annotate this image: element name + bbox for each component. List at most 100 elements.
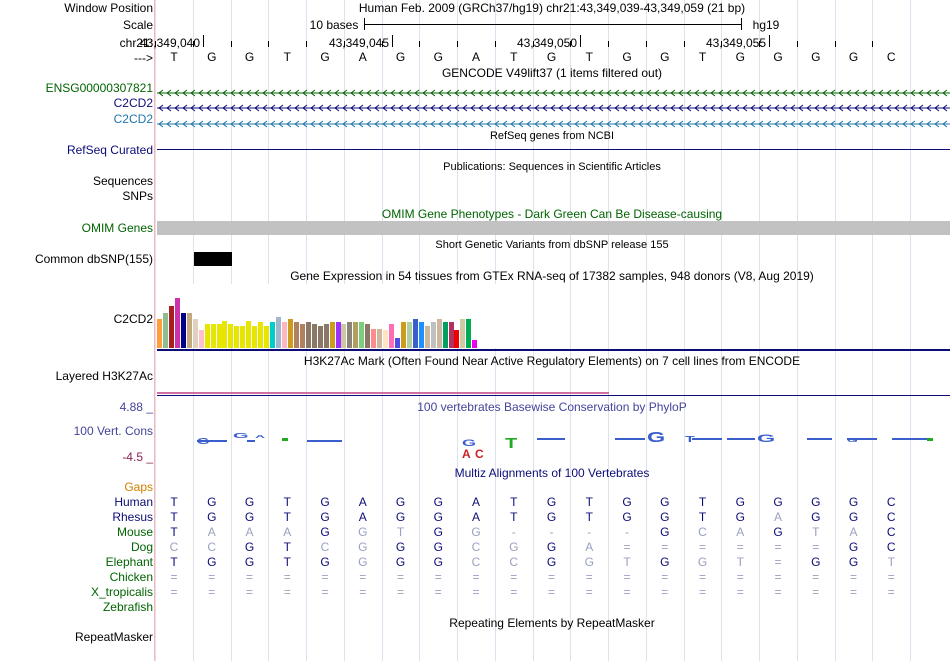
species-label[interactable]: Chicken [109,570,153,584]
gtex-tissue-bar[interactable] [365,324,370,348]
grid-line [684,0,685,661]
gtex-tissue-bar[interactable] [258,322,263,348]
gtex-tissue-bar[interactable] [454,330,459,348]
gencode-gene-arrows[interactable] [157,84,950,97]
species-label[interactable]: Rhesus [112,510,153,524]
gtex-tissue-bar[interactable] [353,322,358,348]
gtex-tissue-bar[interactable] [318,326,323,348]
gtex-tissue-bar[interactable] [359,322,364,348]
gtex-tissue-bar[interactable] [163,313,168,348]
gtex-tissue-bar[interactable] [181,313,186,348]
cons-track-label[interactable]: 100 Vert. Cons [73,424,153,438]
sequence-base: T [510,50,518,64]
refseq-curated-label[interactable]: RefSeq Curated [66,143,153,157]
gtex-tissue-bar[interactable] [270,322,275,348]
gtex-tissue-bar[interactable] [252,326,257,348]
coordinate-label: 43,349,050 [516,36,577,50]
gtex-tissue-bar[interactable] [371,329,376,348]
gtex-tissue-bar[interactable] [199,330,204,348]
gtex-tissue-bar[interactable] [383,330,388,348]
gtex-tissue-bar[interactable] [413,319,418,348]
gtex-tissue-bar[interactable] [234,326,239,348]
gtex-track-title: Gene Expression in 54 tissues from GTEx … [290,269,814,283]
omim-gene-bar[interactable] [157,221,950,235]
omim-genes-label[interactable]: OMIM Genes [81,221,153,235]
c2cd2-transcript-arrows-2[interactable] [157,115,950,128]
c2cd2-transcript-label-1[interactable]: C2CD2 [113,96,153,110]
alignment-base: T [510,510,518,524]
species-label[interactable]: Elephant [105,555,153,569]
alignment-base: = [283,570,291,584]
gtex-tissue-bar[interactable] [389,324,394,348]
gtex-tissue-bar[interactable] [205,324,210,348]
gtex-tissue-bar[interactable] [169,306,174,348]
alignment-base: G [509,540,519,554]
alignment-base: = [887,570,895,584]
dbsnp-variant-box[interactable] [194,252,232,266]
gtex-tissue-bar[interactable] [282,322,287,348]
gtex-tissue-bar[interactable] [437,319,442,348]
common-dbsnp-label[interactable]: Common dbSNP(155) [34,252,153,266]
phylop-logo-mark [307,440,342,442]
gtex-tissue-bar[interactable] [294,322,299,348]
alignment-base: = [661,570,669,584]
species-label[interactable]: Zebrafish [102,600,153,614]
gtex-tissue-bar[interactable] [443,322,448,348]
gencode-gene-label[interactable]: ENSG00000307821 [45,81,153,95]
gtex-tissue-bar[interactable] [324,324,329,348]
gtex-tissue-bar[interactable] [211,324,216,348]
gtex-tissue-bar[interactable] [306,322,311,348]
gtex-tissue-bar[interactable] [276,317,281,348]
gtex-tissue-bar[interactable] [341,324,346,348]
h3k27ac-signal[interactable] [157,392,609,394]
gtex-tissue-bar[interactable] [431,322,436,348]
refseq-gene-line[interactable] [157,149,950,150]
gtex-tissue-bar[interactable] [336,322,341,348]
gtex-tissue-bar[interactable] [472,340,477,348]
gtex-tissue-bar[interactable] [312,324,317,348]
gtex-tissue-bar[interactable] [228,324,233,348]
gtex-tissue-bar[interactable] [187,313,192,348]
gtex-tissue-bar[interactable] [395,338,400,348]
gtex-tissue-bar[interactable] [425,326,430,348]
gtex-tissue-bar[interactable] [401,322,406,348]
gtex-tissue-bar[interactable] [217,324,222,348]
gtex-tissue-bar[interactable] [377,329,382,348]
alignment-base: A [736,525,745,539]
gtex-tissue-bar[interactable] [175,298,180,348]
alignment-base: T [396,525,405,539]
species-label[interactable]: Dog [130,540,153,554]
repeatmasker-label[interactable]: RepeatMasker [74,630,153,644]
gtex-tissue-bar[interactable] [264,326,269,348]
gtex-tissue-bar[interactable] [330,322,335,348]
gtex-tissue-bar[interactable] [240,326,245,348]
species-label[interactable]: Mouse [116,525,153,539]
gtex-tissue-bar[interactable] [222,321,227,348]
alignment-base: = [774,540,782,554]
gtex-tissue-bar[interactable] [407,322,412,348]
gtex-tissue-bar[interactable] [466,319,471,348]
gtex-tissue-bar[interactable] [157,319,162,348]
phylop-logo[interactable]: G G A G T A C G T G G [157,420,950,470]
gtex-tissue-bar[interactable] [246,321,251,348]
gtex-tissue-bar[interactable] [300,324,305,348]
gtex-tissue-bar[interactable] [347,322,352,348]
gtex-tissue-bar[interactable] [419,322,424,348]
c2cd2-transcript-arrows-1[interactable] [157,99,950,112]
layered-h3k27ac-label[interactable]: Layered H3K27Ac [55,369,153,383]
gtex-tissue-bar[interactable] [288,319,293,348]
gtex-tissue-bar[interactable] [449,322,454,348]
grid-line [155,0,156,661]
scale-bar-left-tick [364,18,365,30]
species-label[interactable]: Human [114,495,153,509]
alignment-base: G [848,510,859,524]
phylop-logo-mark: G [647,429,665,445]
gtex-tissue-bar[interactable] [193,319,198,348]
species-label[interactable]: X_tropicalis [90,585,153,599]
sequence-base: G [433,50,443,64]
coordinate-label: 43,349,055 [705,36,766,50]
gtex-gene-label[interactable]: C2CD2 [113,312,153,326]
gtex-tissue-bar[interactable] [460,319,465,348]
sequence-base: G [660,50,670,64]
c2cd2-transcript-label-2[interactable]: C2CD2 [113,112,153,126]
